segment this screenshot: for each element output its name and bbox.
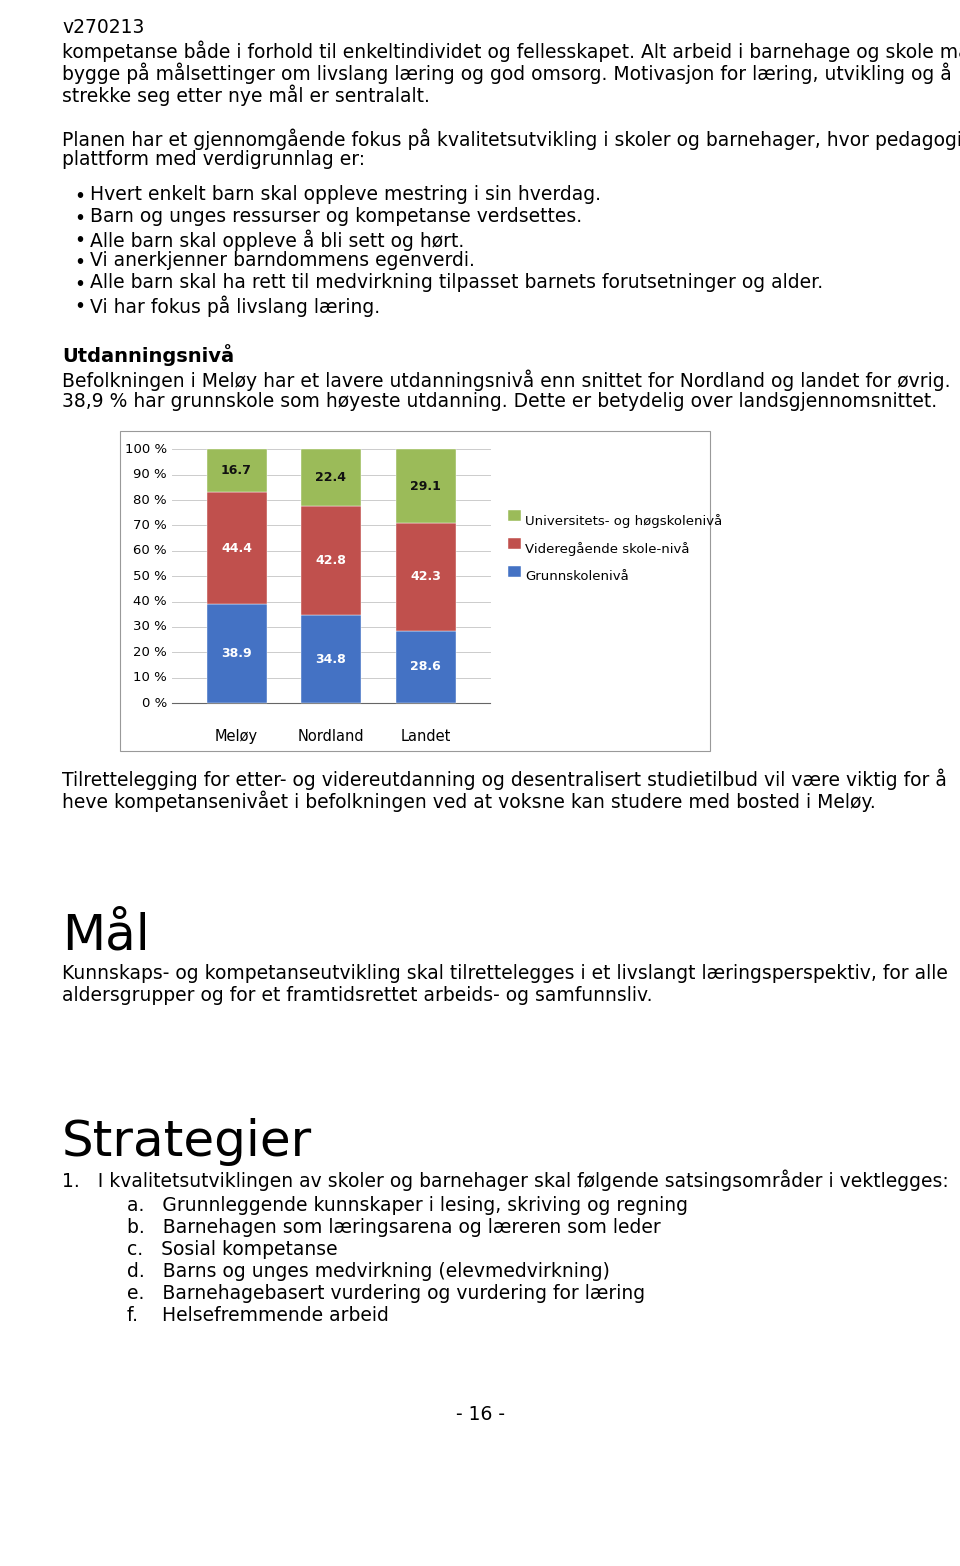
Bar xyxy=(301,615,361,703)
Bar xyxy=(396,449,455,523)
Text: Vi har fokus på livslang læring.: Vi har fokus på livslang læring. xyxy=(90,296,380,316)
Text: strekke seg etter nye mål er sentralalt.: strekke seg etter nye mål er sentralalt. xyxy=(62,85,430,105)
Text: 29.1: 29.1 xyxy=(410,479,441,493)
Text: Tilrettelegging for etter- og videreutdanning og desentralisert studietilbud vil: Tilrettelegging for etter- og videreutda… xyxy=(62,769,947,791)
Text: Grunnskolenivå: Grunnskolenivå xyxy=(525,570,629,583)
Text: •: • xyxy=(74,188,85,207)
Text: 42.3: 42.3 xyxy=(410,570,441,583)
Text: 1.   I kvalitetsutviklingen av skoler og barnehager skal følgende satsingsområde: 1. I kvalitetsutviklingen av skoler og b… xyxy=(62,1170,948,1192)
Text: 0 %: 0 % xyxy=(142,697,167,709)
Text: e.   Barnehagebasert vurdering og vurdering for læring: e. Barnehagebasert vurdering og vurderin… xyxy=(127,1284,645,1303)
Text: plattform med verdigrunnlag er:: plattform med verdigrunnlag er: xyxy=(62,150,365,169)
Text: aldersgrupper og for et framtidsrettet arbeids- og samfunnsliv.: aldersgrupper og for et framtidsrettet a… xyxy=(62,987,653,1005)
Bar xyxy=(508,539,521,550)
Text: 44.4: 44.4 xyxy=(221,542,252,554)
Text: •: • xyxy=(74,232,85,251)
Text: Befolkningen i Meløy har et lavere utdanningsnivå enn snittet for Nordland og la: Befolkningen i Meløy har et lavere utdan… xyxy=(62,370,950,392)
Bar xyxy=(508,567,521,578)
Text: Utdanningsnivå: Utdanningsnivå xyxy=(62,343,234,365)
Text: •: • xyxy=(74,254,85,272)
Text: 40 %: 40 % xyxy=(133,595,167,608)
Text: Alle barn skal ha rett til medvirkning tilpasset barnets forutsetninger og alder: Alle barn skal ha rett til medvirkning t… xyxy=(90,272,823,293)
Text: Vi anerkjenner barndommens egenverdi.: Vi anerkjenner barndommens egenverdi. xyxy=(90,251,475,271)
Text: a.   Grunnleggende kunnskaper i lesing, skriving og regning: a. Grunnleggende kunnskaper i lesing, sk… xyxy=(127,1196,688,1215)
Text: 38.9: 38.9 xyxy=(221,647,252,661)
Text: 16.7: 16.7 xyxy=(221,464,252,478)
Text: •: • xyxy=(74,276,85,294)
Text: kompetanse både i forhold til enkeltindividet og fellesskapet. Alt arbeid i barn: kompetanse både i forhold til enkeltindi… xyxy=(62,41,960,61)
Text: 42.8: 42.8 xyxy=(316,554,347,567)
Text: 60 %: 60 % xyxy=(133,545,167,557)
Text: 70 %: 70 % xyxy=(133,518,167,532)
Bar xyxy=(206,449,267,492)
Text: 22.4: 22.4 xyxy=(316,471,347,484)
Bar xyxy=(120,431,710,752)
Text: f.    Helsefremmende arbeid: f. Helsefremmende arbeid xyxy=(127,1306,389,1325)
Text: 100 %: 100 % xyxy=(125,443,167,456)
Text: 30 %: 30 % xyxy=(133,620,167,634)
Text: 50 %: 50 % xyxy=(133,570,167,583)
Bar xyxy=(396,631,455,703)
Text: •: • xyxy=(74,210,85,229)
Text: 10 %: 10 % xyxy=(133,672,167,684)
Text: Universitets- og høgskolenivå: Universitets- og høgskolenivå xyxy=(525,514,722,528)
Text: v270213: v270213 xyxy=(62,17,144,38)
Text: c.   Sosial kompetanse: c. Sosial kompetanse xyxy=(127,1240,338,1259)
Bar xyxy=(508,511,521,521)
Text: d.   Barns og unges medvirkning (elevmedvirkning): d. Barns og unges medvirkning (elevmedvi… xyxy=(127,1262,610,1281)
Text: 38,9 % har grunnskole som høyeste utdanning. Dette er betydelig over landsgjenno: 38,9 % har grunnskole som høyeste utdann… xyxy=(62,392,937,410)
Text: 34.8: 34.8 xyxy=(316,653,347,666)
Text: Strategier: Strategier xyxy=(62,1118,312,1165)
Text: bygge på målsettinger om livslang læring og god omsorg. Motivasjon for læring, u: bygge på målsettinger om livslang læring… xyxy=(62,63,951,83)
Bar xyxy=(206,492,267,604)
Text: 20 %: 20 % xyxy=(133,645,167,659)
Text: Planen har et gjennomgående fokus på kvalitetsutvikling i skoler og barnehager, : Planen har et gjennomgående fokus på kva… xyxy=(62,128,960,149)
Text: Hvert enkelt barn skal oppleve mestring i sin hverdag.: Hvert enkelt barn skal oppleve mestring … xyxy=(90,185,601,204)
Text: Alle barn skal oppleve å bli sett og hørt.: Alle barn skal oppleve å bli sett og hør… xyxy=(90,229,465,251)
Text: b.   Barnehagen som læringsarena og læreren som leder: b. Barnehagen som læringsarena og lærere… xyxy=(127,1218,660,1237)
Text: Barn og unges ressurser og kompetanse verdsettes.: Barn og unges ressurser og kompetanse ve… xyxy=(90,207,582,226)
Text: Mål: Mål xyxy=(62,911,150,960)
Text: Nordland: Nordland xyxy=(298,730,364,744)
Text: •: • xyxy=(74,298,85,316)
Text: - 16 -: - 16 - xyxy=(455,1405,505,1423)
Text: 90 %: 90 % xyxy=(133,468,167,481)
Text: heve kompetansenivået i befolkningen ved at voksne kan studere med bosted i Melø: heve kompetansenivået i befolkningen ved… xyxy=(62,791,876,813)
Text: 80 %: 80 % xyxy=(133,493,167,506)
Bar xyxy=(301,449,361,506)
Text: Videregående skole-nivå: Videregående skole-nivå xyxy=(525,542,689,556)
Bar xyxy=(301,506,361,615)
Bar xyxy=(206,604,267,703)
Text: 28.6: 28.6 xyxy=(410,661,441,673)
Text: Kunnskaps- og kompetanseutvikling skal tilrettelegges i et livslangt læringspers: Kunnskaps- og kompetanseutvikling skal t… xyxy=(62,963,948,983)
Bar xyxy=(396,523,455,631)
Text: Meløy: Meløy xyxy=(215,730,258,744)
Text: Landet: Landet xyxy=(400,730,450,744)
